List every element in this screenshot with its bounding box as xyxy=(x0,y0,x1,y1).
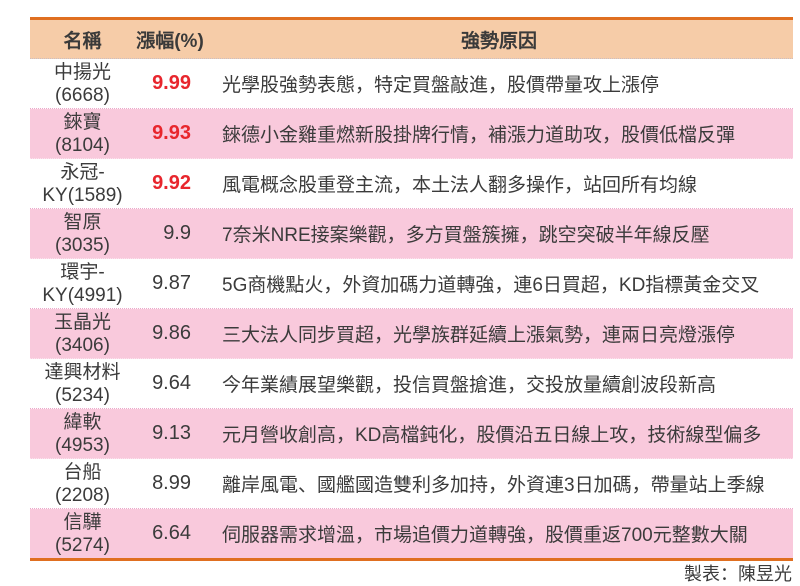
stock-name-cell: 智原 (3035) xyxy=(55,211,110,256)
table-row: 緯軟 (4953) 9.13 元月營收創高，KD高檔鈍化，股價沿五日線上攻，技術線… xyxy=(30,409,793,459)
reason-cell: 錸德小金雞重燃新股掛牌行情，補漲力道助攻，股價低檔反彈 xyxy=(222,125,736,146)
header-name: 名稱 xyxy=(63,30,102,52)
reason-cell: 風電概念股重登主流，本土法人翻多操作，站回所有均線 xyxy=(222,175,698,196)
reason-cell: 伺服器需求增溫，市場追價力道轉強，股價重返700元整數大關 xyxy=(222,525,748,546)
change-cell: 9.9 xyxy=(163,222,191,244)
change-cell: 9.13 xyxy=(152,422,191,444)
stock-name-cell: 中揚光 (6668) xyxy=(53,61,111,106)
header-change-pct: 漲幅(%) xyxy=(136,30,204,52)
reason-cell: 三大法人同步買超，光學族群延續上漲氣勢，連兩日亮燈漲停 xyxy=(222,325,736,346)
change-cell: 8.99 xyxy=(152,472,191,494)
reason-cell: 元月營收創高，KD高檔鈍化，股價沿五日線上攻，技術線型偏多 xyxy=(222,425,762,446)
change-cell: 6.64 xyxy=(152,522,191,544)
stock-strength-table: 名稱 漲幅(%) 強勢原因 中揚光 (6668) 9.99 光學股強勢表態，特定買… xyxy=(30,17,793,561)
reason-cell: 今年業績展望樂觀，投信買盤搶進，交投放量續創波段新高 xyxy=(222,375,717,396)
table-row: 玉晶光 (3406) 9.86 三大法人同步買超，光學族群延續上漲氣勢，連兩日亮燈… xyxy=(30,309,793,359)
table-row: 永冠- KY(1589) 9.92 風電概念股重登主流，本土法人翻多操作，站回所有… xyxy=(30,159,793,209)
stock-name-cell: 玉晶光 (3406) xyxy=(53,311,111,356)
stock-name-cell: 緯軟 (4953) xyxy=(55,411,110,456)
change-cell: 9.64 xyxy=(152,372,191,394)
change-cell: 9.92 xyxy=(152,172,191,194)
table-row: 達興材料 (5234) 9.64 今年業績展望樂觀，投信買盤搶進，交投放量續創波段… xyxy=(30,359,793,409)
stock-name-cell: 達興材料 (5234) xyxy=(44,361,121,406)
stock-name-cell: 信驊 (5274) xyxy=(55,511,110,556)
reason-cell: 7奈米NRE接案樂觀，多方買盤簇擁，跳空突破半年線反壓 xyxy=(222,225,710,246)
table-row: 台船 (2208) 8.99 離岸風電、國艦國造雙利多加持，外資連3日加碼，帶量站… xyxy=(30,459,793,509)
stock-name-cell: 環宇- KY(4991) xyxy=(42,261,123,306)
table-row: 智原 (3035) 9.9 7奈米NRE接案樂觀，多方買盤簇擁，跳空突破半年線反壓 xyxy=(30,209,793,259)
table-row: 中揚光 (6668) 9.99 光學股強勢表態，特定買盤敲進，股價帶量攻上漲停 xyxy=(30,59,793,109)
table-row: 環宇- KY(4991) 9.87 5G商機點火，外資加碼力道轉強，連6日買超，K… xyxy=(30,259,793,309)
change-cell: 9.93 xyxy=(152,122,191,144)
header-reason: 強勢原因 xyxy=(460,30,537,52)
reason-cell: 5G商機點火，外資加碼力道轉強，連6日買超，KD指標黃金交叉 xyxy=(222,275,760,296)
change-cell: 9.99 xyxy=(152,72,191,94)
credit-line: 製表：陳昱光 xyxy=(684,564,792,584)
change-cell: 9.86 xyxy=(152,322,191,344)
reason-cell: 光學股強勢表態，特定買盤敲進，股價帶量攻上漲停 xyxy=(222,75,660,96)
table-row: 錸寶 (8104) 9.93 錸德小金雞重燃新股掛牌行情，補漲力道助攻，股價低檔反… xyxy=(30,109,793,159)
stock-name-cell: 台船 (2208) xyxy=(55,461,110,506)
stock-name-cell: 永冠- KY(1589) xyxy=(42,161,123,206)
change-cell: 9.87 xyxy=(152,272,191,294)
table-row: 信驊 (5274) 6.64 伺服器需求增溫，市場追價力道轉強，股價重返700元整… xyxy=(30,509,793,558)
stock-name-cell: 錸寶 (8104) xyxy=(55,111,110,156)
reason-cell: 離岸風電、國艦國造雙利多加持，外資連3日加碼，帶量站上季線 xyxy=(222,475,765,496)
table-header-row: 名稱 漲幅(%) 強勢原因 xyxy=(30,20,793,59)
